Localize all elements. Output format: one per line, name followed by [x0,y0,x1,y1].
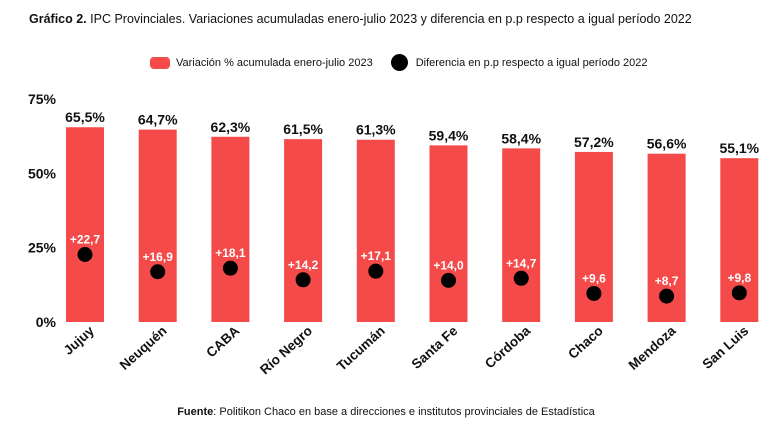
diff-value-label: +16,9 [143,250,174,264]
source-note: Fuente: Politikon Chaco en base a direcc… [0,406,772,418]
bar-value-label: 57,2% [574,134,614,150]
bar [138,129,177,322]
legend-dot-marker [390,54,408,71]
legend-item-dots: Diferencia en p.p respecto a igual perío… [390,54,648,71]
bar-value-label: 65,5% [65,109,105,125]
diff-value-label: +14,0 [433,258,464,272]
x-category-label: Córdoba [482,323,534,372]
legend: Variación % acumulada enero-julio 2023 D… [150,54,665,71]
bar [284,139,323,322]
bar-value-label: 56,6% [647,136,687,152]
y-tick-label: 50% [28,165,57,181]
diff-dot [295,272,311,288]
bar [429,145,468,322]
bar-value-label: 62,3% [211,119,251,135]
diff-dot [222,260,238,276]
bar-value-label: 61,5% [283,121,323,137]
x-category-label: Jujuy [61,323,98,358]
bar-value-label: 59,4% [429,127,469,143]
diff-dot [368,263,384,279]
diff-dot [77,247,93,263]
diff-value-label: +22,7 [70,233,101,247]
diff-dot [150,264,166,280]
x-category-label: Chaco [565,323,606,362]
diff-value-label: +9,6 [582,271,606,285]
chart-title-prefix: Gráfico 2. [29,12,87,26]
legend-item-bars: Variación % acumulada enero-julio 2023 [150,56,373,69]
bar-value-label: 58,4% [501,130,541,146]
legend-bar-label: Variación % acumulada enero-julio 2023 [176,56,373,69]
diff-value-label: +18,1 [215,246,246,260]
legend-dot-label: Diferencia en p.p respecto a igual perío… [415,56,648,69]
chart-title-text: IPC Provinciales. Variaciones acumuladas… [90,12,692,26]
x-category-label: CABA [203,323,242,360]
bar-value-label: 64,7% [138,112,178,128]
diff-value-label: +17,1 [361,249,392,263]
bar [66,127,104,322]
diff-dot [513,270,529,286]
diff-value-label: +14,2 [288,258,319,272]
x-category-label: San Luis [699,323,751,372]
bar [211,136,250,322]
bar [502,148,541,322]
bar-value-label: 55,1% [719,140,759,156]
bar [356,139,395,322]
source-prefix: Fuente [177,406,214,418]
diff-value-label: +8,7 [655,274,679,288]
diff-dot [659,288,675,304]
diff-dot [731,285,747,301]
x-category-label: Río Negro [257,323,315,377]
diff-value-label: +9,8 [727,271,751,285]
y-tick-label: 0% [36,314,57,330]
diff-dot [586,285,602,301]
x-category-label: Tucumán [334,323,388,374]
diff-dot [441,272,456,288]
source-text: : Politikon Chaco en base a direcciones … [213,406,595,418]
diff-value-label: +14,7 [506,256,537,270]
x-category-label: Neuquén [117,323,170,373]
x-category-label: Mendoza [626,323,679,373]
legend-bar-swatch [150,56,170,69]
chart-title: Gráfico 2. IPC Provinciales. Variaciones… [29,12,692,26]
x-category-label: Santa Fe [409,323,461,372]
bar-value-label: 61,3% [356,122,396,138]
y-tick-label: 75% [28,91,57,107]
y-tick-label: 25% [28,240,57,256]
